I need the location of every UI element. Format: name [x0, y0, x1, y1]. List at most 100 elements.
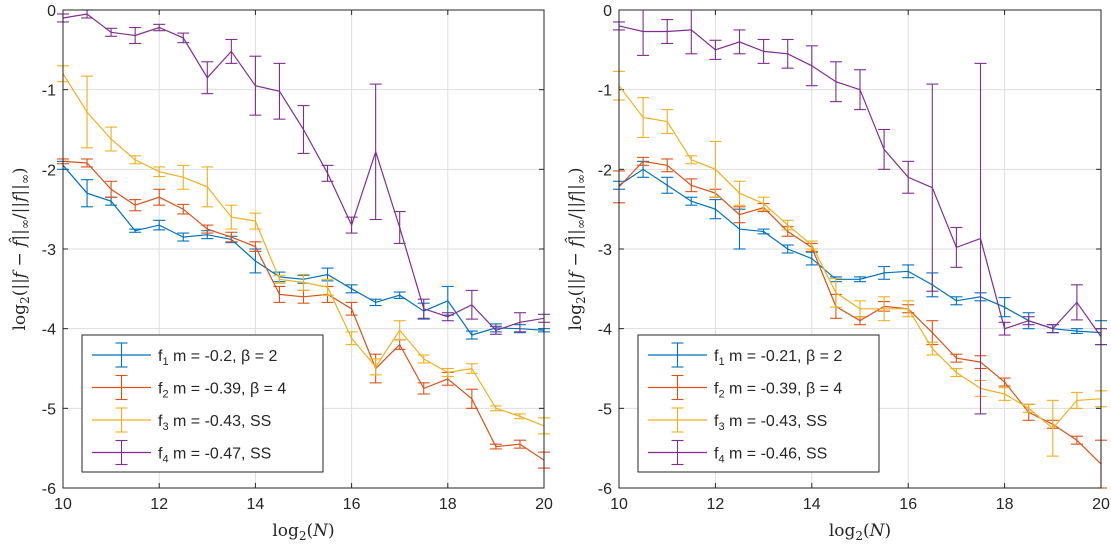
- error-bar: [805, 240, 818, 250]
- legend-label: f3 m = -0.43, SS: [714, 413, 827, 433]
- legend-rest: m = -0.2, β = 2: [169, 348, 278, 365]
- error-bar: [489, 443, 502, 450]
- x-tick-label: 16: [899, 496, 917, 513]
- error-bar: [273, 62, 286, 120]
- error-bar: [805, 45, 818, 87]
- error-bar: [1070, 435, 1083, 445]
- error-bar: [177, 164, 190, 190]
- error-bar: [950, 296, 963, 306]
- error-bar: [1070, 328, 1083, 334]
- error-bar: [854, 69, 866, 111]
- error-bar: [685, 196, 698, 206]
- error-bar: [225, 38, 238, 64]
- error-bar: [417, 382, 430, 395]
- error-bar: [757, 38, 770, 64]
- error-bar: [393, 320, 406, 341]
- legend-rest: m = -0.39, β = 4: [725, 381, 843, 398]
- error-bar: [177, 32, 190, 44]
- error-bar: [513, 439, 526, 449]
- legend-rest: m = -0.43, SS: [725, 413, 828, 430]
- error-bar: [781, 38, 794, 69]
- error-bar: [902, 160, 915, 194]
- legend-item-f4: f4 m = -0.47, SS: [92, 439, 271, 466]
- error-bar: [129, 155, 142, 165]
- legend-label: f2 m = -0.39, β = 4: [158, 381, 286, 401]
- error-bar: [321, 278, 334, 296]
- error-bar: [926, 341, 939, 356]
- y-axis-label: log2(||f − f̂||∞/||f||∞): [565, 167, 588, 330]
- error-bar: [201, 166, 214, 208]
- error-bar: [81, 158, 94, 168]
- series-f3: [57, 65, 550, 435]
- error-bar: [201, 61, 214, 95]
- legend: f1 m = -0.2, β = 2 f2 m = -0.39, β = 4 f3 …: [81, 334, 324, 473]
- error-bar: [709, 140, 722, 198]
- error-bar: [489, 405, 502, 412]
- error-bar: [321, 164, 334, 182]
- x-axis-label: log2(N): [829, 521, 891, 543]
- legend-rest: m = -0.43, SS: [169, 413, 272, 430]
- error-bar: [273, 285, 286, 303]
- error-bar: [297, 273, 310, 291]
- error-bar: [369, 358, 382, 376]
- error-bar: [950, 367, 963, 378]
- y-tick-label: -3: [42, 242, 56, 259]
- error-bar: [661, 19, 674, 45]
- x-tick-label: 20: [535, 496, 553, 513]
- error-bar: [829, 277, 842, 308]
- error-bar: [465, 388, 478, 409]
- legend-label: f3 m = -0.43, SS: [158, 413, 271, 433]
- error-bar: [733, 29, 746, 55]
- chart-1: 10 12 14 16 18 200-1-2-3-4-5-6f1 m = -0.2, β …: [9, 3, 553, 543]
- legend-subscript: 3: [718, 421, 724, 433]
- error-bar: [489, 325, 502, 335]
- error-bar: [878, 128, 891, 170]
- error-bar: [1022, 316, 1035, 326]
- error-bar: [465, 289, 478, 320]
- error-bar: [781, 244, 794, 254]
- error-bar: [345, 284, 358, 294]
- y-tick-label: -2: [42, 162, 56, 179]
- error-bar: [129, 228, 142, 233]
- series-f4: [613, 10, 1107, 415]
- series-f1: [613, 160, 1107, 346]
- error-bar: [902, 264, 915, 279]
- chart-2: 10 12 14 16 18 200-1-2-3-4-5-6f1 m = -0.21, β…: [565, 3, 1110, 543]
- error-bar: [153, 23, 166, 32]
- error-bar: [998, 321, 1011, 336]
- y-tick-label: -4: [42, 322, 56, 339]
- y-tick-label: -3: [598, 242, 612, 259]
- error-bar: [637, 156, 650, 166]
- error-bar: [177, 232, 190, 242]
- error-bar: [225, 231, 238, 243]
- legend-subscript: 4: [718, 454, 724, 466]
- error-bar: [637, 97, 650, 139]
- error-bar: [661, 176, 674, 194]
- error-bar: [153, 188, 166, 206]
- error-bar: [757, 196, 770, 211]
- legend-subscript: 1: [162, 356, 168, 368]
- error-bar: [1046, 399, 1059, 457]
- error-bar: [878, 296, 891, 322]
- error-bar: [129, 26, 142, 45]
- error-bar: [393, 211, 406, 244]
- y-tick-label: 0: [603, 3, 612, 20]
- legend-label: f2 m = -0.39, β = 4: [714, 381, 842, 401]
- legend-label: f4 m = -0.47, SS: [158, 446, 271, 466]
- error-bar: [974, 62, 987, 415]
- x-axis-label: log2(N): [272, 521, 334, 543]
- x-tick-label: 18: [439, 496, 457, 513]
- y-tick-label: -6: [42, 481, 56, 498]
- error-bar: [441, 312, 454, 322]
- y-tick-label: -1: [42, 83, 56, 100]
- error-bar: [177, 203, 190, 215]
- error-bar: [1070, 284, 1083, 321]
- x-tick-label: 20: [1092, 496, 1110, 513]
- error-bar: [465, 330, 478, 340]
- legend-rest: m = -0.47, SS: [169, 446, 272, 463]
- error-bar: [105, 180, 118, 198]
- error-bar: [465, 363, 478, 374]
- legend-label: f1 m = -0.21, β = 2: [714, 348, 842, 368]
- legend-item-f3: f3 m = -0.43, SS: [648, 407, 827, 433]
